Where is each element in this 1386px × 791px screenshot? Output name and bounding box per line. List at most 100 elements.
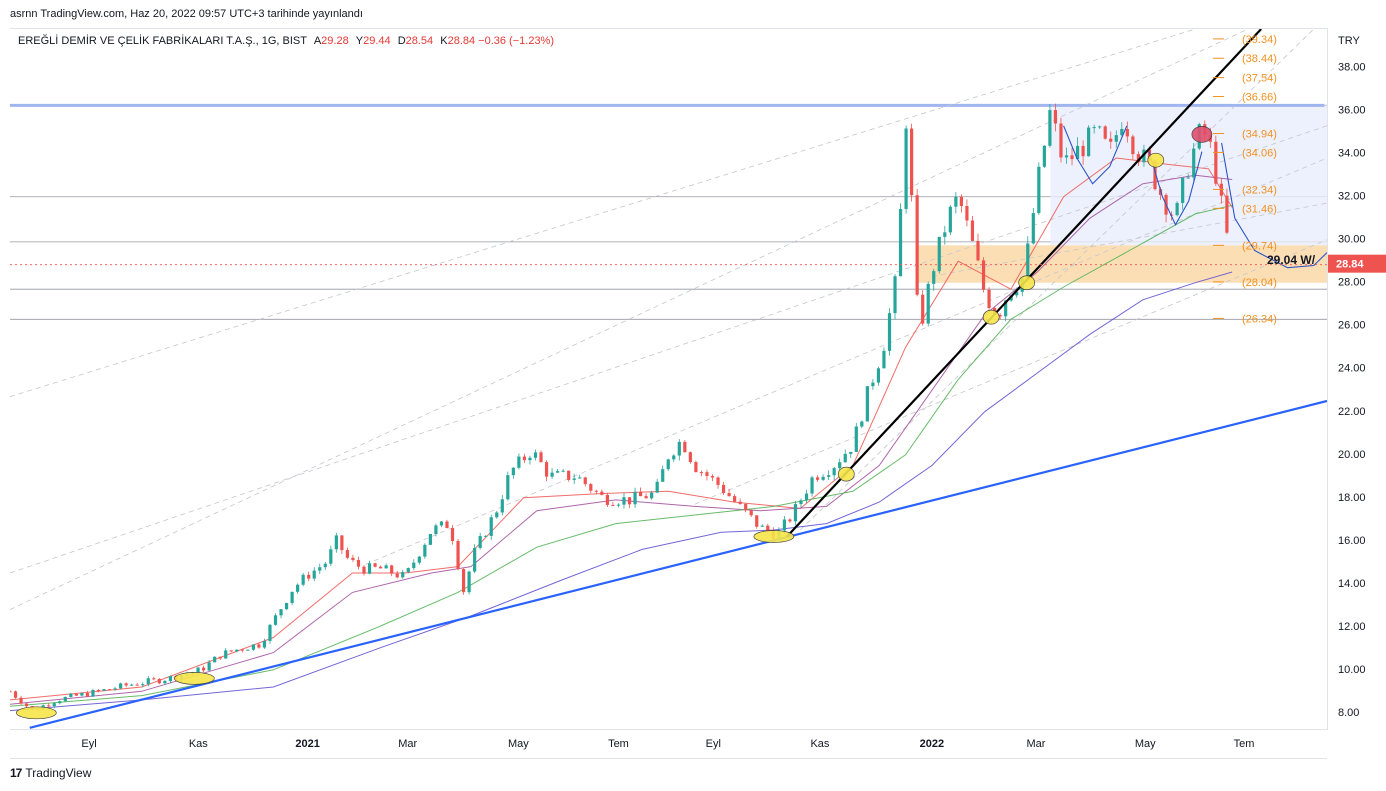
candle-body	[373, 563, 377, 567]
candle-body	[13, 691, 18, 698]
candle-body	[898, 208, 903, 277]
candle-body	[301, 574, 305, 585]
touch-marker	[837, 466, 855, 482]
close-value: 28.84	[447, 35, 476, 47]
candle-body	[1015, 291, 1019, 296]
candle-body	[528, 457, 532, 461]
candle-body	[439, 521, 444, 526]
candle-body	[788, 519, 792, 522]
candle-body	[445, 521, 449, 529]
price-chart[interactable]: (39.34) (38.44) (37.54) (36.66) (34.94) (34.0…	[10, 29, 1327, 730]
candle-body	[755, 515, 759, 527]
candle-body	[152, 678, 156, 680]
tradingview-watermark[interactable]: 17 TradingView	[10, 766, 91, 780]
candle-body	[500, 499, 504, 513]
candle-body	[417, 556, 421, 563]
symbol-name[interactable]: EREĞLİ DEMİR VE ÇELİK FABRİKALARI T.A.Ş.…	[18, 35, 307, 47]
candle-body	[1225, 195, 1229, 233]
pattern-arc-left	[1063, 125, 1128, 185]
candle-body	[1120, 128, 1124, 136]
candle-body	[627, 497, 632, 505]
candle-body	[959, 196, 964, 207]
candle-body	[556, 471, 560, 473]
candle-body	[379, 566, 383, 569]
candle-body	[981, 260, 986, 290]
guide-line-1	[10, 29, 1196, 398]
candle-body	[871, 382, 875, 387]
candle-body	[1064, 155, 1069, 158]
time-axis[interactable]: Eyl Kas 2021 Mar May Tem Eyl Kas 2022 Mar May Tem	[10, 729, 1327, 759]
candle-body	[401, 572, 405, 578]
candle-body	[390, 565, 394, 574]
candle-body	[567, 470, 571, 480]
candle-body	[893, 276, 897, 314]
fib-level-label: (36.66)	[1242, 92, 1277, 104]
candle-body	[1059, 123, 1063, 158]
candle-body	[467, 571, 471, 593]
candle-body	[650, 492, 654, 499]
price-tick-label: 36.00	[1338, 105, 1366, 117]
fib-level-label: (32.34)	[1242, 184, 1277, 196]
candle-body	[688, 452, 692, 463]
candle-body	[683, 441, 687, 453]
candle-body	[246, 649, 250, 651]
candle-body	[224, 650, 228, 659]
publish-credit: asrnn TradingView.com, Haz 20, 2022 09:5…	[10, 8, 363, 20]
candle-body	[461, 569, 466, 593]
candle-body	[921, 294, 925, 324]
candle-body	[163, 680, 167, 684]
candle-body	[356, 559, 361, 567]
price-tick-label: 28.00	[1338, 277, 1366, 289]
candle-body	[887, 313, 892, 351]
guide-line-3	[365, 157, 1327, 565]
candle-body	[738, 501, 742, 504]
candle-body	[1026, 243, 1030, 278]
candle-body	[384, 565, 388, 569]
projection-arc	[1221, 142, 1327, 269]
price-tick-label: 26.00	[1338, 320, 1366, 332]
candle-body	[74, 693, 78, 696]
candle-body	[484, 535, 488, 537]
candle-body	[362, 566, 366, 574]
candle-body	[843, 453, 847, 463]
candle-body	[1103, 126, 1107, 139]
candle-body	[495, 512, 499, 518]
touch-marker	[15, 706, 57, 720]
chart-plot-area[interactable]: (39.34) (38.44) (37.54) (36.66) (34.94) (34.0…	[10, 28, 1328, 730]
fib-level-label: (38.44)	[1242, 53, 1277, 65]
candle-body	[644, 496, 648, 499]
price-axis[interactable]: TRY 8.00 10.00 12.00 14.00 16.00 18.00 20.00 22.…	[1327, 28, 1386, 729]
candle-body	[201, 667, 206, 671]
candle-body	[932, 271, 936, 284]
candle-body	[146, 678, 150, 685]
moving-average-MA-fast	[10, 157, 1233, 701]
guide-line-2	[10, 125, 1327, 574]
price-tick-label: 22.00	[1338, 406, 1366, 418]
candle-body	[633, 491, 637, 505]
candle-body	[550, 472, 554, 477]
high-value: 29.44	[363, 35, 391, 47]
candle-body	[141, 684, 145, 686]
candle-body	[1053, 110, 1058, 124]
candle-body	[838, 462, 842, 469]
candle-body	[69, 693, 73, 697]
price-tick-label: 38.00	[1338, 62, 1366, 74]
candle-body	[544, 462, 549, 477]
candle-body	[954, 196, 958, 207]
time-tick-label: 2022	[920, 738, 944, 750]
candle-body	[218, 656, 222, 659]
price-axis-ticks: TRY 8.00 10.00 12.00 14.00 16.00 18.00 20.00 22.…	[1328, 35, 1386, 719]
price-tick-label: 10.00	[1338, 664, 1366, 676]
candle-body	[815, 477, 820, 480]
candle-body	[733, 496, 737, 502]
candle-body	[489, 517, 493, 536]
candle-body	[1081, 145, 1085, 157]
candle-body	[1037, 166, 1041, 214]
candle-body	[91, 690, 95, 697]
candle-body	[1114, 135, 1118, 142]
annotation-label: 29.04 W/	[1267, 253, 1316, 267]
candle-body	[1125, 128, 1129, 137]
candle-body	[749, 510, 753, 516]
candle-body	[832, 468, 836, 476]
candle-body	[876, 368, 881, 383]
